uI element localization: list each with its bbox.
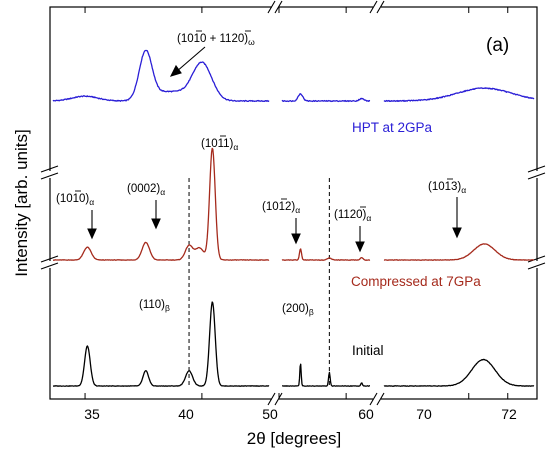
annotation-1013-alpha: (1013)α [428,181,466,195]
y-break-gap-right-2 [533,261,541,268]
series-line-0-segment-0 [52,49,270,103]
annotation-1010-alpha: (1010)α [56,193,94,207]
series-label-hpt: HPT at 2GPa [352,120,433,135]
series-line-2-segment-2 [383,358,535,387]
y-axis-breaks [40,165,546,270]
annotation-1011-alpha: (1011)α [201,138,238,152]
series-group [52,49,535,387]
series-line-0-segment-2 [383,87,535,103]
annotation-110-beta: (110)β [139,299,170,313]
series-line-1-segment-0 [52,147,270,261]
reference-lines [188,178,330,386]
annotation-1012-alpha: (1012)α [262,201,300,215]
arrowhead-1012-alpha [291,233,301,245]
x-tick-labels: 35 40 50 60 70 72 [84,406,517,422]
y-break-mark-left-2 [40,255,59,270]
annotation-arrows [87,46,462,253]
y-break-mark-right-1 [527,165,546,180]
y-break-mark-left-1 [40,165,59,180]
annotation-labels: (1010 + 1120)ω (1011)α (1010)α (0002)α (… [56,33,466,317]
y-break-gap-right-1 [533,171,541,178]
arrow-omega [175,46,206,73]
annotation-omega: (1010 + 1120)ω [177,33,255,47]
panel-label: (a) [486,35,509,56]
series-line-0-segment-1 [281,93,371,103]
y-axis-title: Intensity [arb. units] [12,129,31,276]
series-label-compressed: Compressed at 7GPa [351,274,481,289]
x-break-mark-top-2 [369,0,385,14]
y-break-gap-left-1 [46,171,54,178]
x-axis-title: 2θ [degrees] [247,429,342,448]
x-break-gap-bottom-2 [373,395,381,403]
series-line-2-segment-0 [52,301,270,387]
x-break-gap-bottom-1 [272,395,279,403]
annotation-200-beta: (200)β [282,303,314,317]
arrowhead-0002-alpha [151,218,161,230]
index-overbars [75,30,453,208]
tick-label-35: 35 [84,406,100,422]
arrowhead-1120-alpha [355,241,365,253]
y-break-mark-right-2 [527,255,546,270]
x-break-gap-top-1 [272,3,279,11]
tick-label-72: 72 [501,406,517,422]
x-break-gap-top-2 [373,3,381,11]
arrowhead-omega [169,64,182,77]
arrowhead-1013-alpha [452,227,462,239]
series-line-1-segment-1 [281,248,371,261]
tick-label-50: 50 [262,406,278,422]
series-label-initial: Initial [352,343,384,358]
tick-label-60: 60 [358,406,374,422]
series-line-1-segment-2 [383,243,535,261]
tick-label-70: 70 [416,406,432,422]
x-axis-breaks [267,0,385,406]
plot-frame [49,6,538,400]
x-axis-ticks [84,7,509,399]
annotation-1120-alpha: (1120)α [334,209,371,223]
y-break-gap-left-2 [46,261,54,268]
annotation-0002-alpha: (0002)α [127,183,165,197]
x-break-mark-bottom-2 [369,392,385,406]
arrowhead-1010-alpha [87,228,97,240]
series-line-2-segment-1 [281,363,371,387]
tick-label-40: 40 [178,406,194,422]
